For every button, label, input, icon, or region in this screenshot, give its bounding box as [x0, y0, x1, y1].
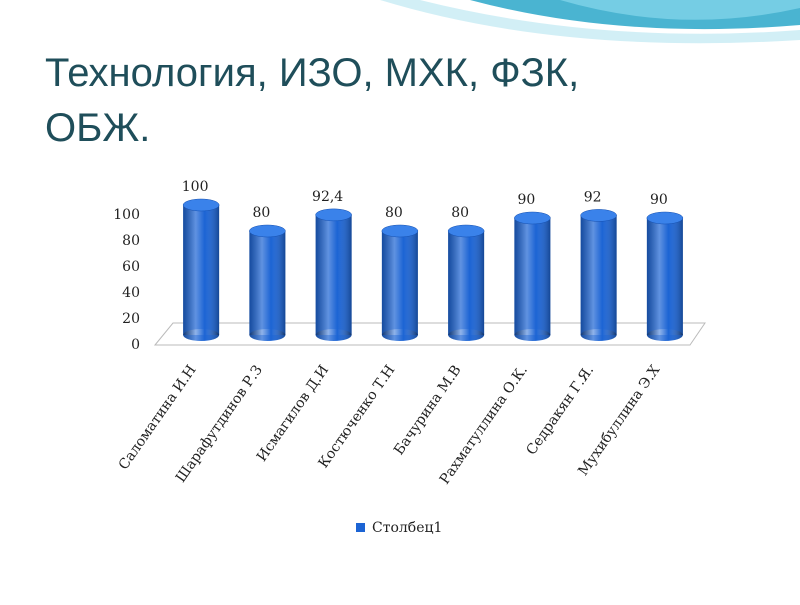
value-label: 80: [451, 205, 469, 221]
y-tick-label: 20: [122, 311, 140, 327]
value-label: 92,4: [312, 189, 343, 205]
value-label: 90: [650, 192, 668, 208]
bar-base-shade: [249, 329, 286, 341]
bar-base-shade: [183, 329, 220, 341]
bar-shade: [448, 231, 485, 335]
value-label: 100: [182, 179, 209, 195]
bar-shade: [381, 231, 418, 335]
bar-shade: [183, 205, 220, 335]
bar-base-shade: [646, 329, 683, 341]
decor-wave: [560, 0, 800, 20]
floor: [153, 322, 706, 346]
bar-top: [514, 211, 551, 225]
bar-top: [182, 198, 220, 212]
slide-title: Технология, ИЗО, МХК, ФЗК, ОБЖ.: [45, 51, 579, 150]
y-tick-label: 40: [122, 285, 140, 301]
bar-top: [249, 224, 286, 238]
value-label: 80: [252, 205, 270, 221]
bar-base-shade: [580, 329, 617, 341]
bar-base-shade: [514, 329, 551, 341]
bar-top: [381, 224, 419, 238]
decor-wave: [380, 0, 800, 44]
value-label: 92: [584, 189, 602, 205]
bar-base-shade: [381, 329, 418, 341]
bar-top: [447, 224, 485, 238]
bar-top: [646, 211, 684, 225]
bar-shade: [646, 218, 683, 335]
legend-swatch: [356, 523, 365, 532]
y-tick-label: 100: [113, 207, 140, 223]
y-tick-label: 60: [122, 259, 140, 275]
bar-shade: [580, 215, 617, 335]
bar-shade: [514, 218, 551, 335]
legend-label: Столбец1: [372, 520, 442, 536]
bar-top: [315, 208, 352, 222]
bar-shade: [315, 214, 352, 335]
y-tick-label: 0: [131, 337, 140, 353]
value-label: 90: [517, 192, 535, 208]
value-label: 80: [385, 205, 403, 221]
bar-base-shade: [315, 329, 352, 341]
bar-shade: [249, 231, 286, 335]
y-tick-label: 80: [122, 233, 140, 249]
bar-base-shade: [448, 329, 485, 341]
bar-top: [580, 209, 617, 222]
